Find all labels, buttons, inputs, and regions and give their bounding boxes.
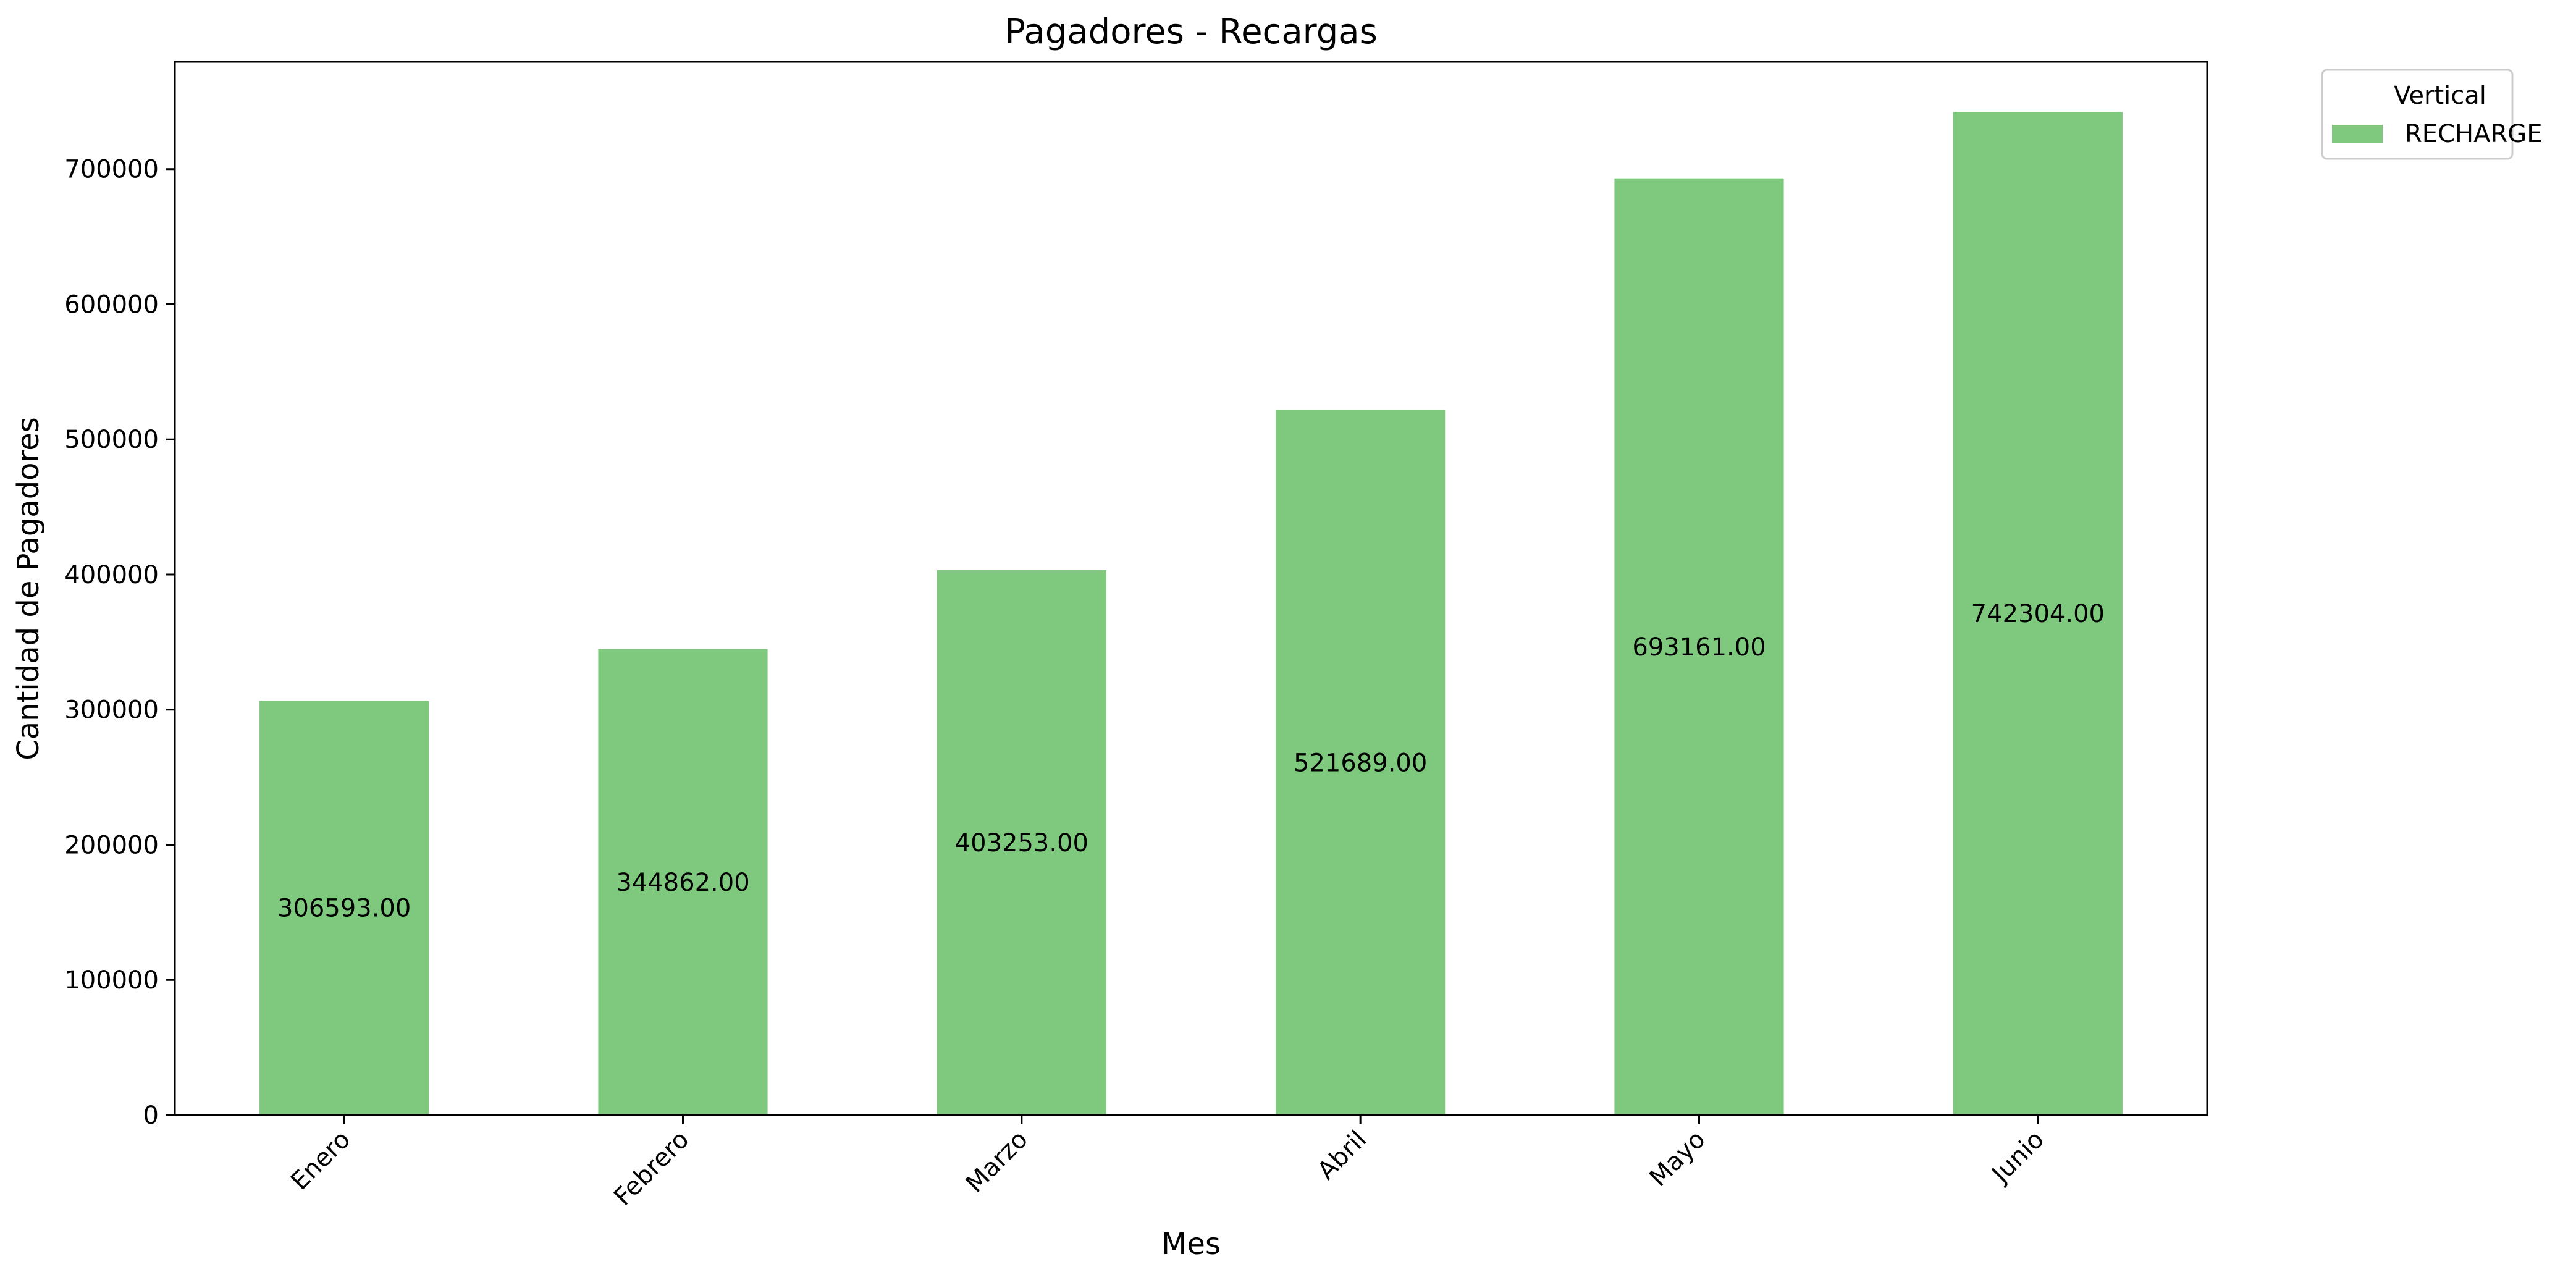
y-tick-label-700000: 700000 [64,156,159,184]
bar-marzo [937,570,1106,1115]
plot-area: 306593.00 344862.00 403253.00 521689.00 6931… [64,61,2208,1211]
chart-title: Pagadores - Recargas [1004,12,1378,52]
bar-mayo [1614,178,1784,1116]
bar-value-label-junio: 742304.00 [1971,600,2105,628]
y-tick-label-0: 0 [143,1101,159,1130]
bars-group [259,112,2123,1116]
bar-value-label-febrero: 344862.00 [616,869,749,897]
bar-value-label-abril: 521689.00 [1294,749,1427,777]
legend-entry-recharge: RECHARGE [2405,120,2543,148]
y-tick-label-500000: 500000 [64,426,159,454]
plot-frame [174,61,2208,1116]
bar-febrero [598,649,768,1115]
bar-value-label-marzo: 403253.00 [955,829,1088,857]
y-tick-label-600000: 600000 [64,290,159,319]
y-tick-label-100000: 100000 [64,966,159,995]
bar-labels-group: 306593.00 344862.00 403253.00 521689.00 6931… [277,600,2105,923]
y-tick-label-300000: 300000 [64,696,159,725]
legend-title: Vertical [2394,82,2486,110]
legend-swatch-recharge [2332,125,2383,143]
bar-value-label-enero: 306593.00 [277,895,411,923]
bar-enero [259,701,429,1115]
y-axis: 0 100000 200000 300000 400000 500000 600000 700… [64,156,175,1130]
x-axis-label: Mes [1161,1227,1221,1261]
legend: Vertical RECHARGE [2321,69,2543,160]
y-tick-label-400000: 400000 [64,561,159,589]
bar-value-label-mayo: 693161.00 [1632,633,1766,662]
y-tick-label-200000: 200000 [64,831,159,859]
bar-junio [1953,112,2123,1115]
y-axis-label: Cantidad de Pagadores [11,417,46,760]
bar-abril [1276,410,1446,1116]
